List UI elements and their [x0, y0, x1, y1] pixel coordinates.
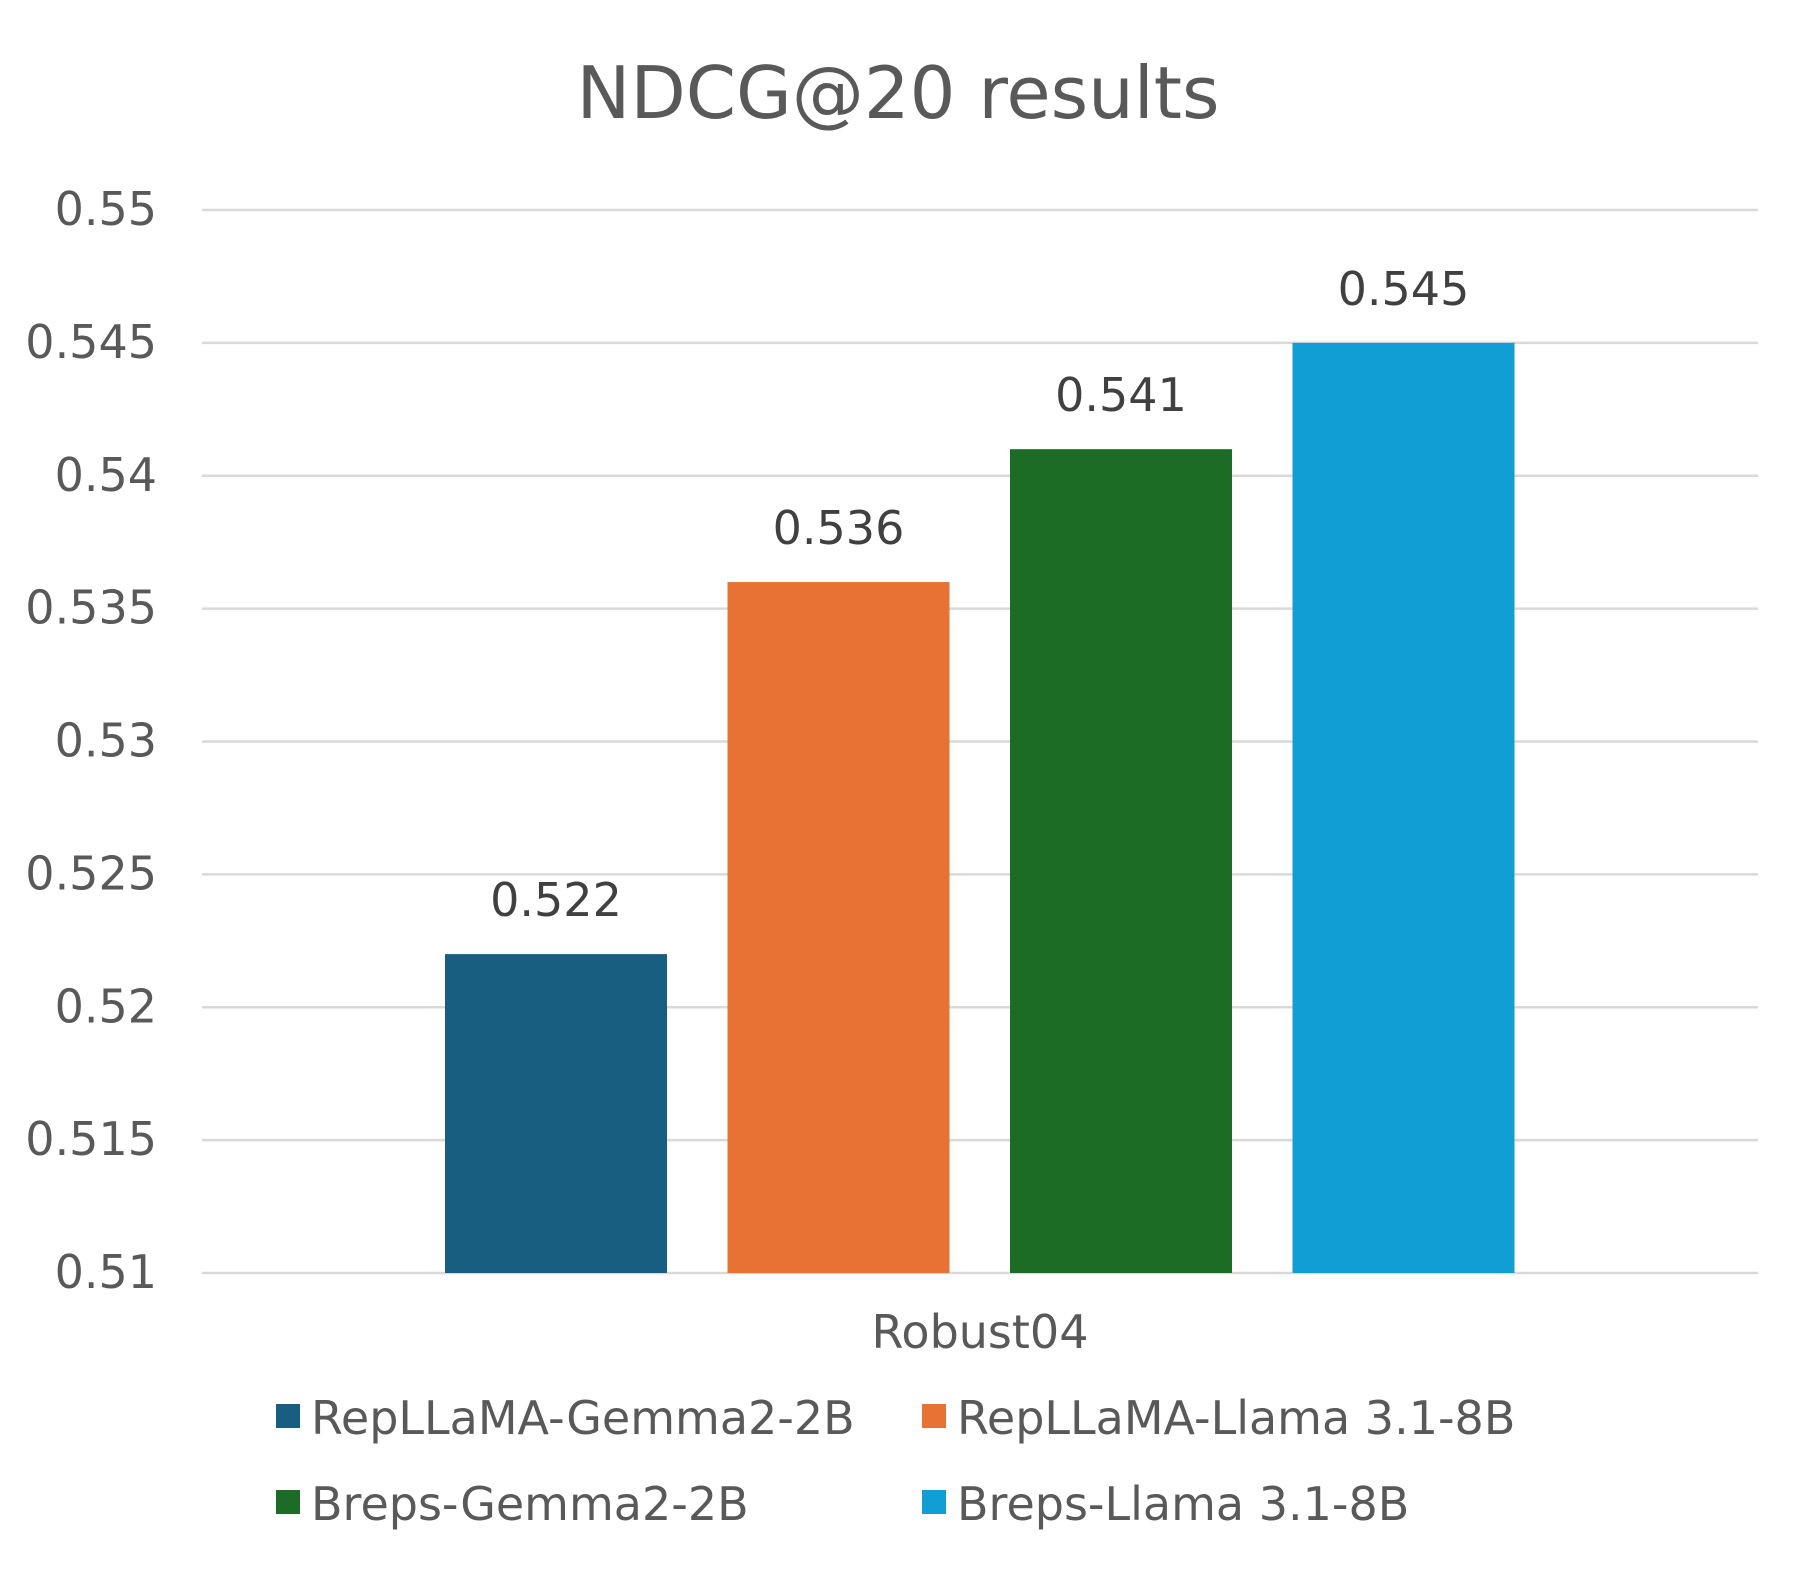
y-tick-label: 0.515 — [25, 1112, 157, 1166]
data-label: 0.545 — [1338, 262, 1470, 316]
bar — [727, 582, 950, 1273]
legend: RepLLaMA-Gemma2-2B RepLLaMA-Llama 3.1-8B B… — [276, 1391, 1515, 1531]
legend-swatch — [922, 1404, 946, 1428]
bar — [1010, 449, 1232, 1273]
chart-title: NDCG@20 results — [576, 51, 1219, 135]
x-axis-categories: Robust04 — [872, 1305, 1089, 1359]
legend-label: Breps-Llama 3.1-8B — [957, 1477, 1409, 1531]
gridlines — [202, 208, 1758, 1275]
legend-label: RepLLaMA-Llama 3.1-8B — [957, 1391, 1515, 1445]
bar — [445, 954, 667, 1273]
legend-swatch — [276, 1404, 300, 1428]
legend-swatch — [276, 1490, 300, 1514]
x-category-label: Robust04 — [872, 1305, 1089, 1359]
y-tick-label: 0.545 — [25, 315, 157, 369]
y-tick-label: 0.535 — [25, 581, 157, 635]
y-tick-label: 0.51 — [55, 1245, 157, 1299]
y-tick-label: 0.53 — [55, 714, 157, 768]
y-tick-label: 0.525 — [25, 846, 157, 900]
data-label: 0.536 — [773, 501, 905, 555]
y-tick-label: 0.55 — [55, 182, 157, 236]
data-label: 0.522 — [490, 873, 622, 927]
bars — [445, 342, 1515, 1273]
legend-swatch — [922, 1490, 946, 1514]
legend-label: RepLLaMA-Gemma2-2B — [311, 1391, 855, 1445]
y-tick-label: 0.52 — [55, 979, 157, 1033]
bar — [1292, 342, 1515, 1273]
y-axis-ticks: 0.51 0.515 0.52 0.525 0.53 0.535 0.54 0.545 0.55 — [25, 182, 157, 1299]
legend-label: Breps-Gemma2-2B — [311, 1477, 749, 1531]
data-label: 0.541 — [1055, 368, 1187, 422]
data-labels: 0.522 0.536 0.541 0.545 — [490, 262, 1469, 927]
y-tick-label: 0.54 — [55, 448, 157, 502]
